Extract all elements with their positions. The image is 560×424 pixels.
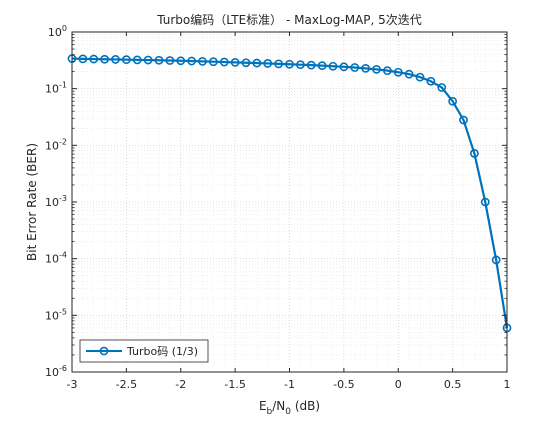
- y-tick-label: 10-4: [45, 251, 67, 266]
- data-point: [295, 60, 305, 70]
- x-tick-label: 0.5: [444, 378, 462, 391]
- data-point: [350, 63, 360, 72]
- data-point: [263, 59, 273, 68]
- data-point: [306, 60, 316, 70]
- y-tick-label: 10-6: [45, 364, 67, 379]
- x-tick-labels: -3 -2.5 -2 -1.5 -1 -0.5 0 0.5 1: [67, 378, 511, 391]
- data-point: [100, 54, 110, 64]
- y-tick-base: 10: [45, 139, 59, 152]
- legend-marker: [99, 346, 109, 356]
- data-point: [437, 83, 447, 92]
- data-point: [361, 63, 371, 73]
- x-axis-label-sub1: b: [267, 407, 273, 417]
- y-tick-exponent: -3: [59, 194, 67, 203]
- y-axis-label: Bit Error Rate (BER): [25, 143, 39, 261]
- data-point: [339, 62, 349, 72]
- y-tick-label: 10-5: [45, 307, 67, 322]
- x-tick-label: -2.5: [116, 378, 137, 391]
- y-tick-base: 10: [45, 83, 59, 96]
- y-tick-base: 10: [45, 366, 59, 379]
- y-tick-exponent: -5: [59, 307, 67, 316]
- data-point: [448, 96, 458, 106]
- data-point: [230, 57, 240, 67]
- x-tick-label: -0.5: [333, 378, 354, 391]
- x-axis-label-tail: (dB): [291, 399, 320, 413]
- y-tick-exponent: -1: [59, 81, 67, 90]
- series-layer: [67, 54, 512, 333]
- axis-ticks: [71, 31, 508, 373]
- x-tick-label: -3: [67, 378, 78, 391]
- data-point: [426, 76, 436, 86]
- y-tick-base: 10: [48, 26, 62, 39]
- data-point: [154, 55, 164, 65]
- y-tick-label: 10-2: [45, 137, 67, 152]
- data-point: [317, 61, 327, 71]
- y-tick-base: 10: [45, 196, 59, 209]
- data-point: [241, 58, 251, 68]
- chart-title: Turbo编码（LTE标准） - MaxLog-MAP, 5次迭代: [156, 12, 422, 27]
- minor-grid: [72, 32, 507, 372]
- data-point: [165, 56, 175, 65]
- data-point: [252, 58, 262, 68]
- data-point: [208, 57, 218, 67]
- data-point: [132, 55, 142, 65]
- y-tick-exponent: -4: [59, 251, 67, 260]
- data-point: [469, 149, 479, 158]
- legend-box: [79, 339, 209, 363]
- data-point: [176, 56, 186, 66]
- data-point: [415, 72, 425, 82]
- data-point: [187, 56, 197, 66]
- x-axis-label-sub2: 0: [285, 407, 291, 417]
- y-tick-label: 10-3: [45, 194, 67, 209]
- x-axis-label-mid: /N: [272, 399, 285, 413]
- y-tick-exponent: -2: [59, 137, 67, 146]
- data-point: [372, 64, 381, 74]
- data-point: [219, 57, 229, 67]
- data-point: [121, 55, 131, 65]
- data-point: [404, 69, 414, 79]
- data-point: [143, 55, 153, 65]
- data-point: [274, 59, 284, 69]
- y-tick-base: 10: [45, 309, 59, 322]
- x-tick-label: -1.5: [224, 378, 245, 391]
- x-axis-label-base: E: [259, 399, 267, 413]
- legend-label: Turbo码 (1/3): [126, 345, 198, 358]
- x-axis-label: Eb/N0 (dB): [259, 399, 320, 417]
- y-tick-exponent: 0: [62, 24, 67, 33]
- data-point: [89, 54, 99, 64]
- data-point: [393, 67, 403, 77]
- data-point: [491, 255, 501, 265]
- x-tick-label: 1: [504, 378, 511, 391]
- data-point: [459, 115, 468, 125]
- data-point: [111, 55, 120, 64]
- y-tick-label: 10-1: [45, 81, 67, 96]
- data-point: [285, 59, 294, 69]
- data-point: [480, 197, 490, 207]
- y-tick-base: 10: [45, 253, 59, 266]
- data-point: [198, 56, 207, 66]
- major-grid: [72, 32, 507, 372]
- x-tick-label: 0: [395, 378, 402, 391]
- data-point: [328, 61, 338, 71]
- y-tick-label: 100: [48, 24, 67, 39]
- data-point: [78, 54, 88, 64]
- data-point: [382, 66, 392, 76]
- x-tick-label: -2: [175, 378, 186, 391]
- y-tick-exponent: -6: [59, 364, 67, 373]
- x-tick-label: -1: [284, 378, 295, 391]
- legend: Turbo码 (1/3): [79, 339, 209, 363]
